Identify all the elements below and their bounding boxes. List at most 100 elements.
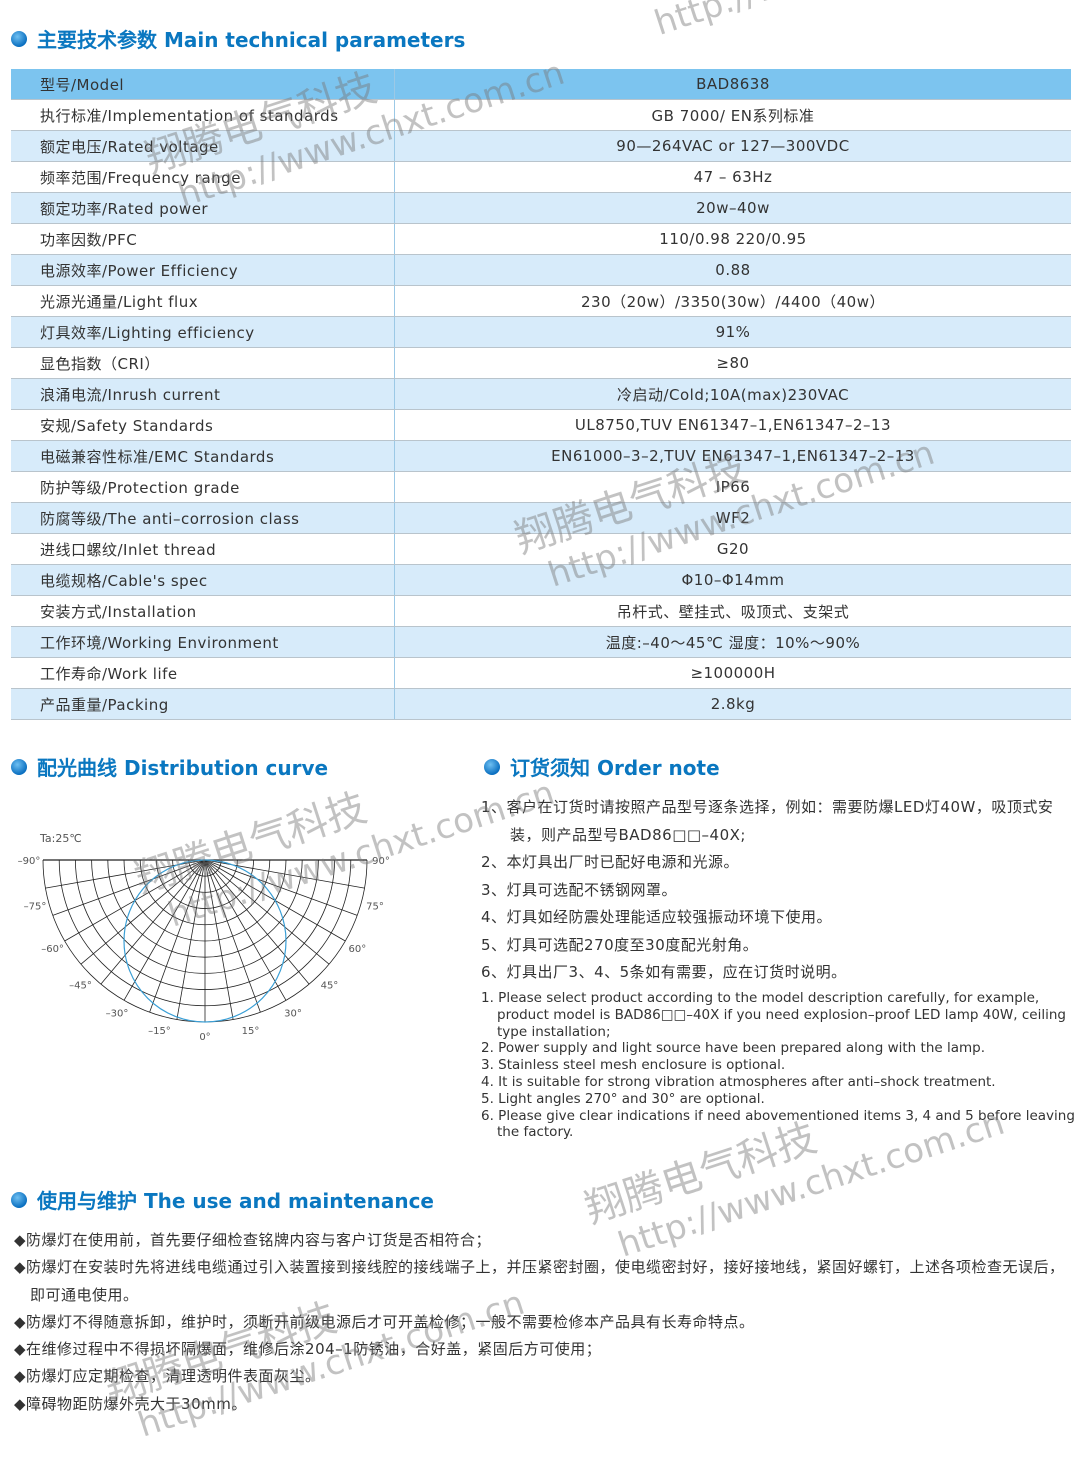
grid-radial xyxy=(204,859,358,916)
parameter-value: 91% xyxy=(394,316,1071,348)
parameter-value: 20w–40w xyxy=(394,192,1071,224)
angle-label: –75° xyxy=(24,902,47,913)
angle-label: –60° xyxy=(41,944,64,955)
order-note-item-en: 1. Please select product according to th… xyxy=(481,990,1066,1040)
order-note-item-en: 4. It is suitable for strong vibration a… xyxy=(481,1073,996,1090)
grid-radial xyxy=(149,859,206,1013)
bullet-icon xyxy=(11,1191,27,1208)
intensity-curve xyxy=(123,859,287,1023)
maintenance-item: ◆防爆灯在使用前，首先要仔细检查铭牌内容与客户订货是否相符合； xyxy=(14,1231,492,1249)
grid-radial xyxy=(123,859,206,1001)
section-title-text: 主要技术参数 Main technical parameters xyxy=(37,28,466,52)
parameter-value: 110/0.98 220/0.95 xyxy=(394,223,1071,255)
parameter-value: 0.88 xyxy=(394,254,1071,286)
section-title-text: 使用与维护 The use and maintenance xyxy=(37,1189,435,1213)
parameter-value: 2.8kg xyxy=(394,688,1071,720)
parameter-row: 电磁兼容性标准/EMC Standards EN61000–3–2,TUV EN6… xyxy=(11,440,1071,472)
angle-label: –90° xyxy=(18,856,41,867)
order-note-item: 5、灯具可选配270度至30度配光射角。 xyxy=(481,935,759,954)
parameter-value: 90—264VAC or 127—300VDC xyxy=(394,130,1071,162)
angle-label: 15° xyxy=(242,1026,260,1037)
bullet-icon xyxy=(11,30,27,47)
bullet-icon xyxy=(11,758,27,775)
parameter-name: 安规/Safety Standards xyxy=(11,409,395,441)
parameter-value: ≥100000H xyxy=(394,657,1071,689)
angle-label: 90° xyxy=(372,856,390,867)
parameter-name: 额定功率/Rated power xyxy=(11,192,395,224)
order-note-item-en: 2. Power supply and light source have be… xyxy=(481,1040,986,1057)
order-note-item: 2、本灯具出厂时已配好电源和光源。 xyxy=(481,853,740,871)
section-title-text: 订货须知 Order note xyxy=(510,756,720,780)
order-note-item: 3、灯具可选配不锈钢网罩。 xyxy=(481,880,678,899)
parameter-row: 型号/Model BAD8638 xyxy=(11,69,1071,100)
parameter-row: 浪涌电流/Inrush current 冷启动/Cold;10A(max)230V… xyxy=(11,378,1071,410)
parameter-row: 额定功率/Rated power 20w–40w xyxy=(11,192,1071,224)
grid-radial xyxy=(204,859,310,985)
parameter-row: 灯具效率/Lighting efficiency 91% xyxy=(11,316,1071,348)
parameter-name: 浪涌电流/Inrush current xyxy=(11,378,395,410)
distribution-curve-chart: Ta:25℃ –90° –75° –60° –45° –30° –15° 0° 15° 30° 4… xyxy=(18,832,390,1043)
order-note-item-en: 6. Please give clear indications if need… xyxy=(481,1107,1075,1141)
parameter-value: BAD8638 xyxy=(394,69,1071,100)
parameter-value: 230（20w）/3350(30w）/4400（40w） xyxy=(394,285,1071,317)
parameter-value: 47 – 63Hz xyxy=(394,161,1071,193)
grid-radial xyxy=(176,859,206,1020)
maintenance-item: ◆防爆灯不得随意拆卸，维护时，须断开前级电源后才可开盖检修；一般不需要检修本产品… xyxy=(14,1312,755,1331)
grid-radial xyxy=(204,859,261,1013)
angle-label: 0° xyxy=(199,1032,210,1043)
ambient-temp-note: Ta:25℃ xyxy=(39,832,82,845)
parameter-row: 额定电压/Rated voltage 90—264VAC or 127—300VD… xyxy=(11,130,1071,162)
angle-label: 75° xyxy=(366,902,384,913)
parameter-value: UL8750,TUV EN61347–1,EN61347–2–13 xyxy=(394,409,1071,441)
angle-label: 60° xyxy=(349,944,367,955)
parameters-table: 型号/Model BAD8638 执行标准/Implementation of st… xyxy=(11,69,1071,720)
grid-radial xyxy=(80,859,206,965)
grid-radial xyxy=(204,859,287,1001)
parameter-name: 执行标准/Implementation of standards xyxy=(11,99,395,131)
grid-radial xyxy=(204,859,234,1020)
parameter-name: 电磁兼容性标准/EMC Standards xyxy=(11,440,395,472)
parameter-name: 电缆规格/Cable's spec xyxy=(11,564,395,596)
order-note-item-en: 3. Stainless steel mesh enclosure is opt… xyxy=(481,1057,786,1074)
order-notes-en: 1. Please select product according to th… xyxy=(481,990,1081,1141)
angle-label: –30° xyxy=(106,1008,129,1019)
parameter-value: WF2 xyxy=(394,502,1071,534)
order-notes-cn: 1、客户在订货时请按照产品型号逐条选择，例如：需要防爆LED灯40W，吸顶式安装… xyxy=(481,794,1081,987)
parameter-name: 防护等级/Protection grade xyxy=(11,471,395,503)
parameter-name: 安装方式/Installation xyxy=(11,595,395,627)
order-note-item: 6、灯具出厂3、4、5条如有需要，应在订货时说明。 xyxy=(481,963,847,981)
parameter-value: Φ10–Φ14mm xyxy=(394,564,1071,596)
maintenance-item: ◆障碍物距防爆外壳大于30mm。 xyxy=(14,1394,247,1413)
parameter-row: 安装方式/Installation 吊杆式、壁挂式、吸顶式、支架式 xyxy=(11,595,1071,627)
parameter-value: G20 xyxy=(394,533,1071,565)
parameter-name: 电源效率/Power Efficiency xyxy=(11,254,395,286)
parameter-name: 灯具效率/Lighting efficiency xyxy=(11,316,395,348)
parameter-row: 防护等级/Protection grade IP66 xyxy=(11,471,1071,503)
bullet-icon xyxy=(484,758,500,775)
maintenance-item: ◆防爆灯应定期检查，清理透明件表面灰尘。 xyxy=(14,1367,321,1386)
section-title-params: 主要技术参数 Main technical parameters xyxy=(11,24,465,53)
parameter-name: 功率因数/PFC xyxy=(11,223,395,255)
parameter-row: 显色指数（CRI） ≥80 xyxy=(11,347,1071,379)
order-note-item: 1、客户在订货时请按照产品型号逐条选择，例如：需要防爆LED灯40W，吸顶式安装… xyxy=(481,798,1054,844)
order-note-item-en: 5. Light angles 270° and 30° are optiona… xyxy=(481,1090,765,1107)
section-title-curve: 配光曲线 Distribution curve xyxy=(11,752,328,781)
section-title-text: 配光曲线 Distribution curve xyxy=(37,756,329,780)
parameter-row: 进线口螺纹/Inlet thread G20 xyxy=(11,533,1071,565)
section-title-order: 订货须知 Order note xyxy=(484,752,720,781)
parameter-name: 光源光通量/Light flux xyxy=(11,285,395,317)
grid-radial xyxy=(100,859,206,985)
parameter-row: 功率因数/PFC 110/0.98 220/0.95 xyxy=(11,223,1071,255)
parameter-value: ≥80 xyxy=(394,347,1071,379)
parameter-row: 工作寿命/Work life ≥100000H xyxy=(11,657,1071,689)
parameter-row: 工作环境/Working Environment 温度:–40～45℃ 湿度：10… xyxy=(11,626,1071,658)
parameter-row: 频率范围/Frequency range 47 – 63Hz xyxy=(11,161,1071,193)
parameter-row: 防腐等级/The anti–corrosion class WF2 xyxy=(11,502,1071,534)
angle-label: 45° xyxy=(321,980,339,991)
parameter-value: EN61000–3–2,TUV EN61347–1,EN61347–2–13 xyxy=(394,440,1071,472)
parameter-name: 频率范围/Frequency range xyxy=(11,161,395,193)
maintenance-item: ◆在维修过程中不得损坏隔爆面，维修后涂204–1防锈油，合好盖，紧固后方可使用； xyxy=(14,1340,602,1359)
parameter-name: 额定电压/Rated voltage xyxy=(11,130,395,162)
parameter-name: 型号/Model xyxy=(11,69,395,100)
